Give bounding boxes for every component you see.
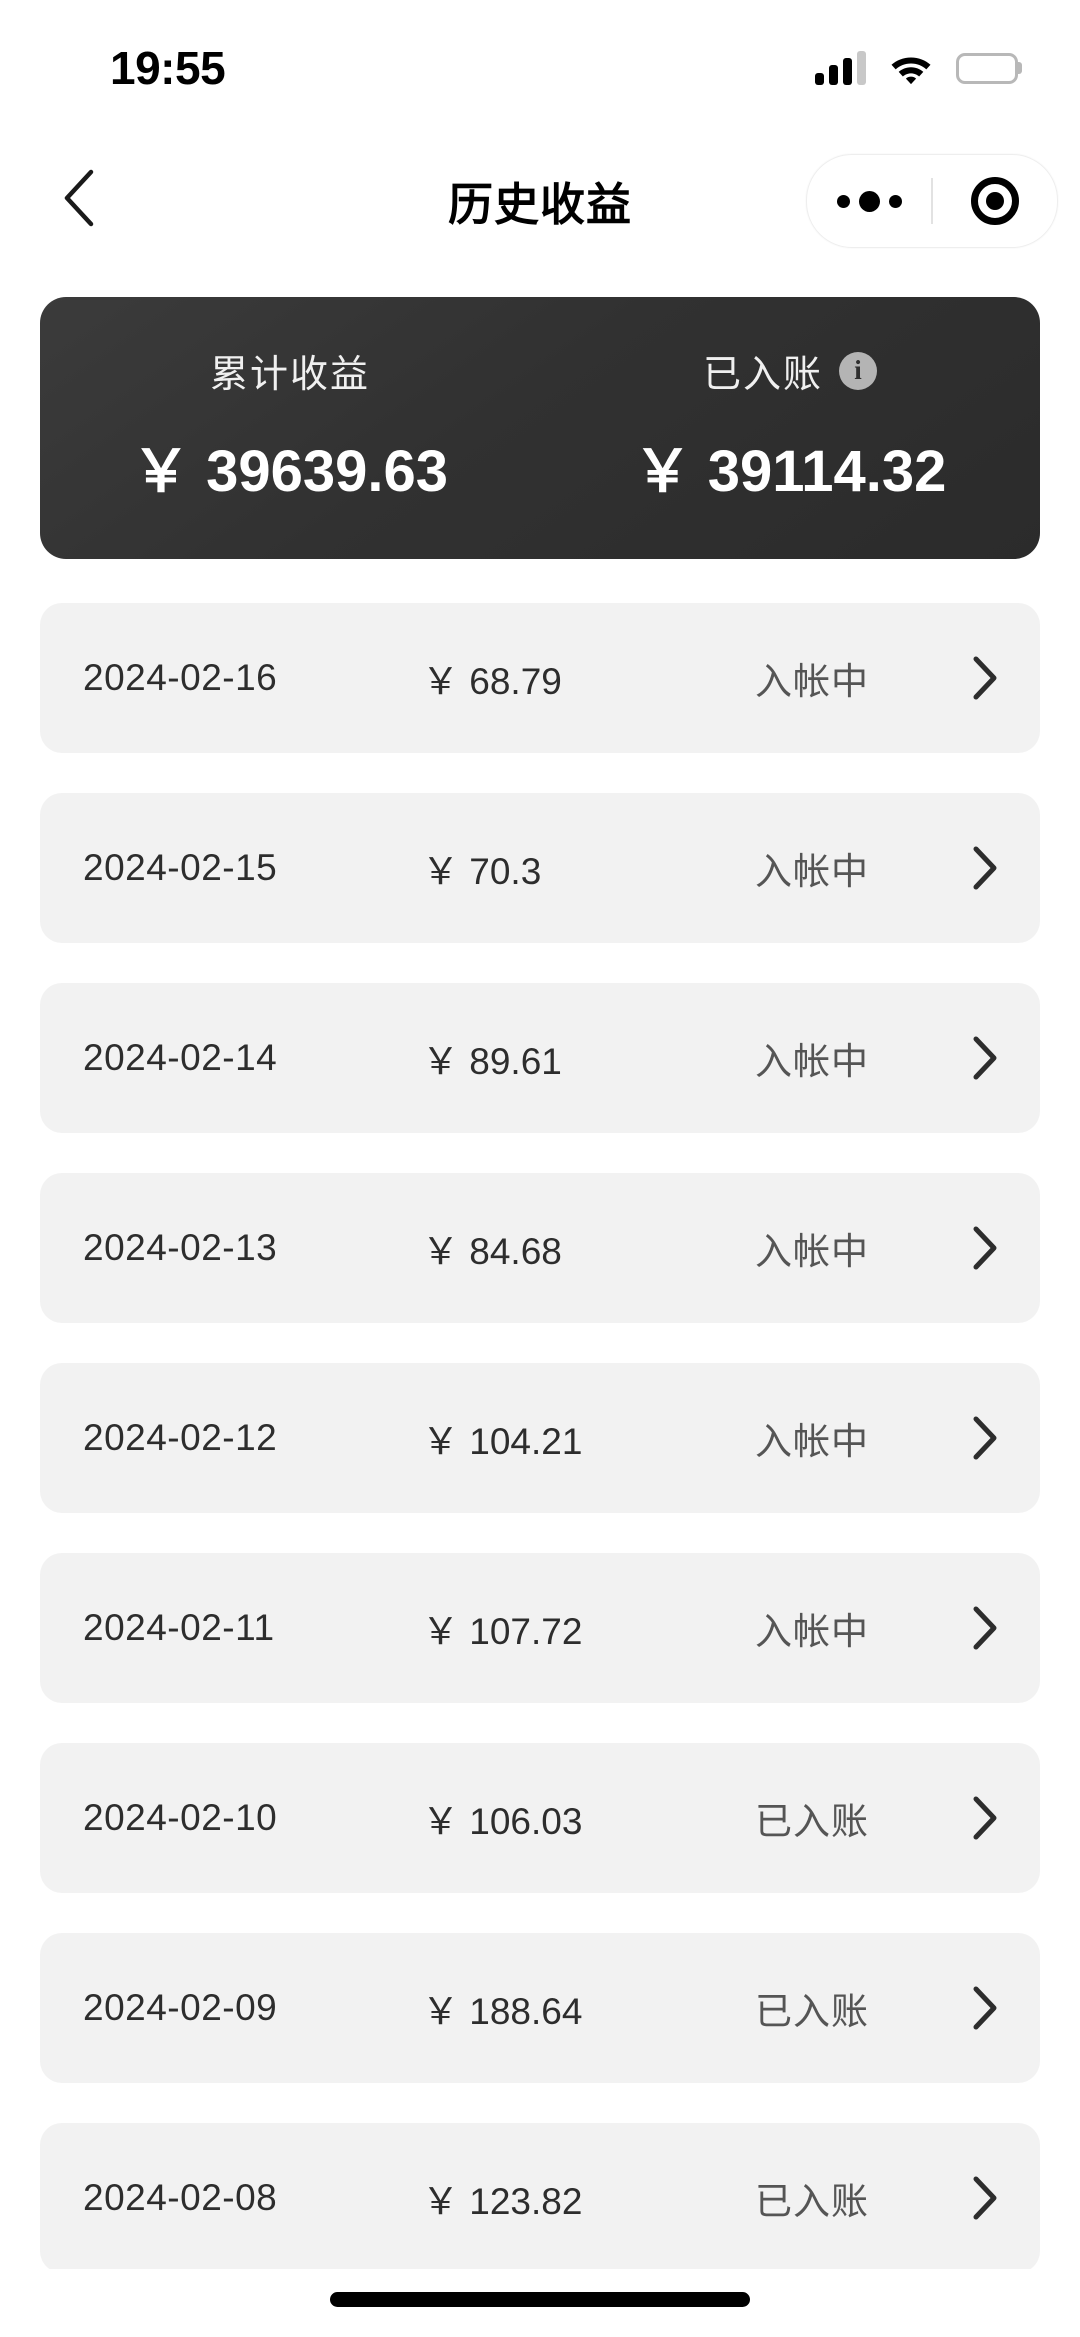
more-dots-icon <box>836 190 902 212</box>
row-amount: ￥ 84.68 <box>422 1231 562 1272</box>
row-amount: ￥ 123.82 <box>422 2181 583 2222</box>
row-amount: ￥ 70.3 <box>422 851 542 892</box>
chevron-right-icon[interactable] <box>968 655 1002 701</box>
summary-total-column: 累计收益 ￥ 39639.63 <box>40 343 540 559</box>
status-bar-time: 19:55 <box>110 42 226 94</box>
row-date: 2024-02-15 <box>83 847 278 888</box>
table-row[interactable]: 2024-02-10 ￥ 106.03 已入账 <box>40 1743 1040 1893</box>
row-amount: ￥ 106.03 <box>422 1801 583 1842</box>
table-row[interactable]: 2024-02-09 ￥ 188.64 已入账 <box>40 1933 1040 2083</box>
battery-icon <box>956 52 1018 84</box>
table-row[interactable]: 2024-02-16 ￥ 68.79 入帐中 <box>40 603 1040 753</box>
row-date: 2024-02-08 <box>83 2177 278 2218</box>
summary-credited-value: ￥ 39114.32 <box>633 439 947 504</box>
home-indicator-bar <box>330 2292 750 2307</box>
chevron-right-icon[interactable] <box>968 1225 1002 1271</box>
row-amount: ￥ 104.21 <box>422 1421 583 1462</box>
more-menu-button[interactable] <box>807 155 931 247</box>
table-row[interactable]: 2024-02-08 ￥ 123.82 已入账 <box>40 2123 1040 2273</box>
earnings-history-list[interactable]: 2024-02-16 ￥ 68.79 入帐中 2024-02-15 ￥ 70.3 入帐中 2… <box>40 603 1040 2313</box>
row-status: 已入账 <box>755 2181 869 2222</box>
table-row[interactable]: 2024-02-15 ￥ 70.3 入帐中 <box>40 793 1040 943</box>
row-date: 2024-02-12 <box>83 1417 278 1458</box>
back-button[interactable] <box>34 152 124 248</box>
target-circle-icon <box>970 177 1019 225</box>
row-status: 已入账 <box>755 1991 869 2032</box>
chevron-right-icon[interactable] <box>968 1985 1002 2031</box>
back-chevron-icon <box>61 169 97 232</box>
row-status: 入帐中 <box>755 1611 869 1652</box>
earnings-summary-card: 累计收益 ￥ 39639.63 已入账 i ￥ 39114.32 <box>40 297 1040 559</box>
row-status: 入帐中 <box>755 1041 869 1082</box>
table-row[interactable]: 2024-02-13 ￥ 84.68 入帐中 <box>40 1173 1040 1323</box>
row-date: 2024-02-11 <box>83 1607 275 1648</box>
table-row[interactable]: 2024-02-12 ￥ 104.21 入帐中 <box>40 1363 1040 1513</box>
row-date: 2024-02-13 <box>83 1227 278 1268</box>
cellular-signal-icon <box>815 51 866 85</box>
table-row[interactable]: 2024-02-14 ￥ 89.61 入帐中 <box>40 983 1040 1133</box>
wifi-icon <box>888 51 934 85</box>
row-status: 入帐中 <box>755 1421 869 1462</box>
summary-credited-column: 已入账 i ￥ 39114.32 <box>540 343 1040 559</box>
chevron-right-icon[interactable] <box>968 1035 1002 1081</box>
row-date: 2024-02-09 <box>83 1987 278 2028</box>
summary-total-label-row: 累计收益 <box>210 343 370 398</box>
status-bar-icons <box>815 51 1018 85</box>
row-status: 已入账 <box>755 1801 869 1842</box>
close-miniprogram-button[interactable] <box>933 155 1057 247</box>
summary-credited-label: 已入账 <box>702 354 823 396</box>
navigation-bar: 历史收益 <box>0 140 1080 260</box>
row-status: 入帐中 <box>755 851 869 892</box>
row-date: 2024-02-14 <box>83 1037 278 1078</box>
status-bar: 19:55 <box>0 0 1080 130</box>
chevron-right-icon[interactable] <box>968 1605 1002 1651</box>
row-status: 入帐中 <box>755 661 869 702</box>
info-icon[interactable]: i <box>839 351 877 390</box>
chevron-right-icon[interactable] <box>968 1795 1002 1841</box>
row-amount: ￥ 68.79 <box>422 661 562 702</box>
capsule-divider <box>931 178 933 224</box>
page-title: 历史收益 <box>447 178 632 230</box>
summary-credited-label-row: 已入账 i <box>703 343 877 398</box>
row-date: 2024-02-16 <box>83 657 278 698</box>
chevron-right-icon[interactable] <box>968 845 1002 891</box>
chevron-right-icon[interactable] <box>968 1415 1002 1461</box>
row-amount: ￥ 89.61 <box>422 1041 562 1082</box>
row-amount: ￥ 107.72 <box>422 1611 583 1652</box>
table-row[interactable]: 2024-02-11 ￥ 107.72 入帐中 <box>40 1553 1040 1703</box>
row-status: 入帐中 <box>755 1231 869 1272</box>
row-date: 2024-02-10 <box>83 1797 278 1838</box>
chevron-right-icon[interactable] <box>968 2175 1002 2221</box>
row-amount: ￥ 188.64 <box>422 1991 583 2032</box>
miniprogram-capsule <box>806 154 1058 248</box>
summary-total-label: 累计收益 <box>209 354 370 396</box>
summary-total-value: ￥ 39639.63 <box>131 439 449 504</box>
